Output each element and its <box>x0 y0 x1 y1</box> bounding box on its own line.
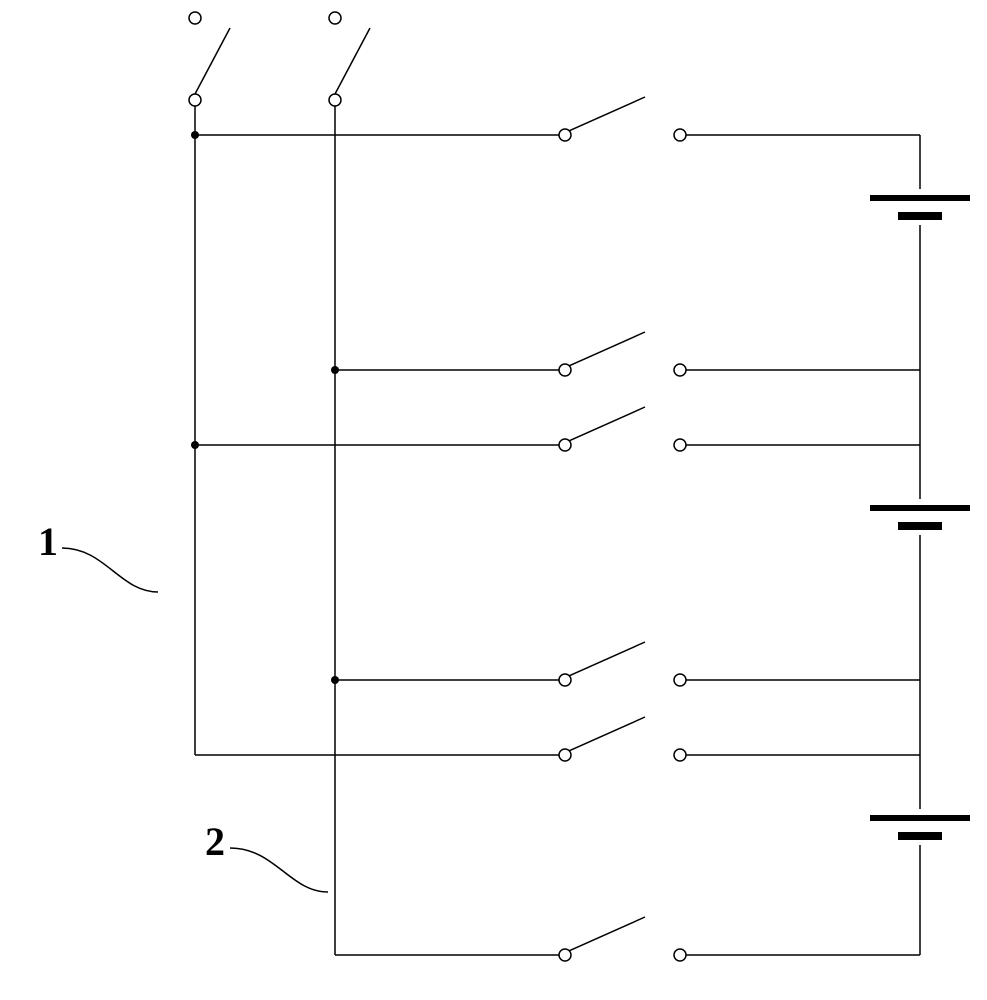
row-2-junction <box>191 441 199 449</box>
lead-2 <box>230 848 328 892</box>
row-0-sw-arm <box>569 97 645 131</box>
circuit-diagram: 12 <box>0 0 987 1000</box>
top-sw-2-top-terminal <box>329 12 341 24</box>
row-0-junction <box>191 131 199 139</box>
top-sw-2-arm <box>335 28 370 94</box>
row-0-sw-term-right <box>674 129 686 141</box>
top-sw-1-top-terminal <box>189 12 201 24</box>
row-4-sw-arm <box>569 717 645 751</box>
top-sw-1-arm <box>195 28 230 94</box>
label-1: 1 <box>38 519 58 564</box>
row-3-sw-term-right <box>674 674 686 686</box>
row-5-sw-arm <box>569 917 645 951</box>
lead-1 <box>62 548 158 592</box>
row-2-sw-term-right <box>674 439 686 451</box>
top-sw-1-bot-terminal <box>189 94 201 106</box>
row-2-sw-arm <box>569 407 645 441</box>
row-3-junction <box>331 676 339 684</box>
label-2: 2 <box>205 819 225 864</box>
row-1-sw-term-right <box>674 364 686 376</box>
top-sw-2-bot-terminal <box>329 94 341 106</box>
row-5-sw-term-right <box>674 949 686 961</box>
row-4-sw-term-right <box>674 749 686 761</box>
row-3-sw-arm <box>569 642 645 676</box>
row-1-junction <box>331 366 339 374</box>
row-1-sw-arm <box>569 332 645 366</box>
